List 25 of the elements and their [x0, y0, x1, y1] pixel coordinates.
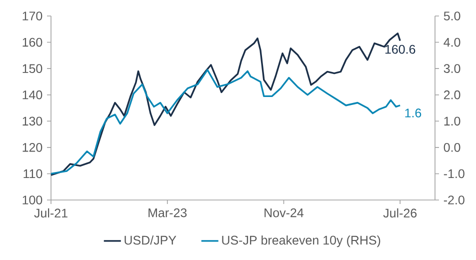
annotation: 1.6	[405, 108, 422, 118]
x-tick-label: Nov-24	[264, 208, 304, 218]
x-tick-label: Mar-23	[148, 208, 187, 218]
y2-tick-label: 3.0	[444, 64, 460, 73]
y2-tick-label: 4.0	[444, 38, 460, 47]
y2-tick-label: 2.0	[444, 90, 460, 100]
x-tick-label: Jul-21	[34, 208, 68, 218]
y2-tick-label: 0.0	[444, 143, 460, 152]
legend-label: US-JP breakeven 10y (RHS)	[222, 235, 380, 248]
annotation: 160.6	[385, 44, 416, 54]
y-tick-label: 110	[24, 169, 42, 178]
y2-tick-label: 1.0	[444, 116, 460, 126]
y-tick-label: 100	[22, 196, 42, 204]
y-tick-label: 160	[22, 38, 42, 47]
y-tick-label: 120	[22, 143, 42, 152]
y2-tick-label: 5.0	[444, 12, 460, 20]
line-series	[50, 69, 401, 175]
legend-label: USD/JPY	[124, 235, 176, 245]
x-tick-label: Jul-26	[383, 208, 417, 218]
y-tick-label: 140	[22, 90, 42, 100]
y2-tick-label: -2.0	[444, 196, 464, 204]
y2-tick-label: -1.0	[444, 169, 464, 178]
y-tick-label: 150	[22, 64, 42, 73]
y-tick-label: 170	[22, 12, 42, 20]
y-tick-label: 130	[22, 116, 42, 126]
